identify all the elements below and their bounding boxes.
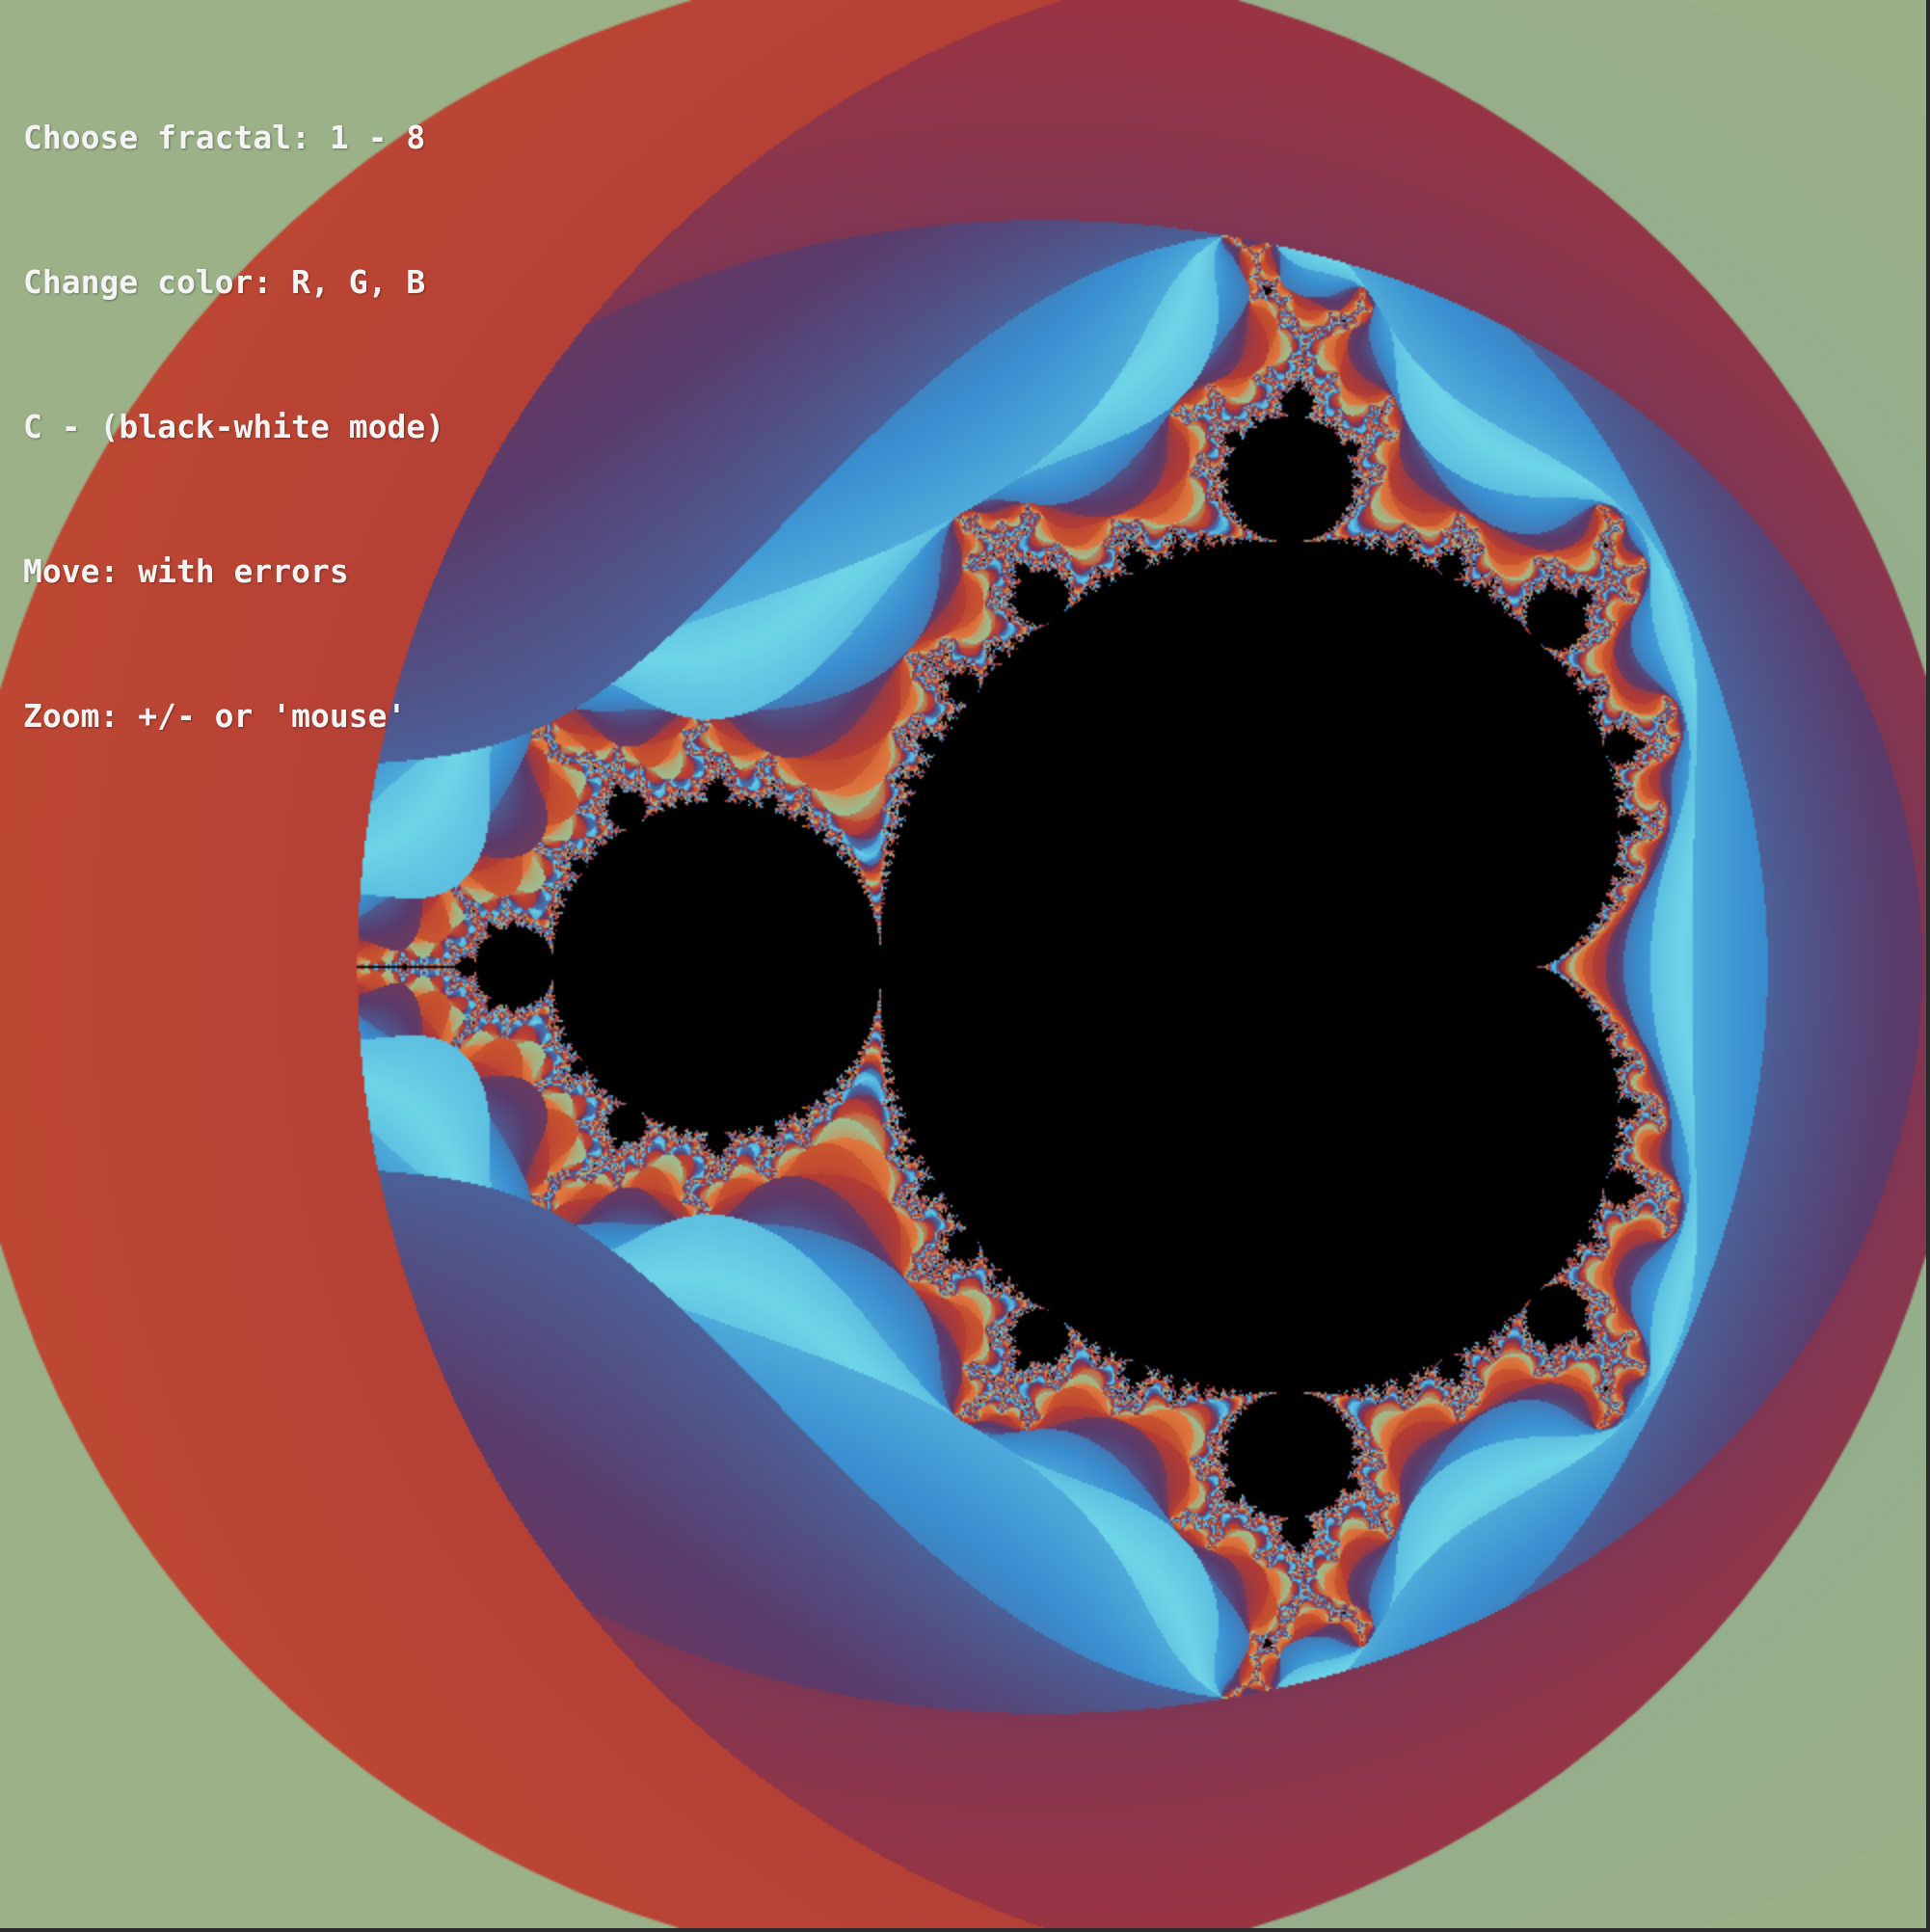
help-line-choose-fractal: Choose fractal: 1 - 8 bbox=[23, 119, 426, 156]
window-edge-bottom bbox=[0, 1928, 1930, 1932]
help-line-black-white-mode: C - (black-white mode) bbox=[23, 408, 445, 445]
help-overlay: Choose fractal: 1 - 8 Change color: R, G… bbox=[23, 17, 444, 837]
help-line-move: Move: with errors bbox=[23, 552, 349, 590]
help-line-change-color: Change color: R, G, B bbox=[23, 263, 426, 301]
help-line-zoom: Zoom: +/- or 'mouse' bbox=[23, 697, 407, 735]
window-edge-right bbox=[1926, 0, 1930, 1932]
